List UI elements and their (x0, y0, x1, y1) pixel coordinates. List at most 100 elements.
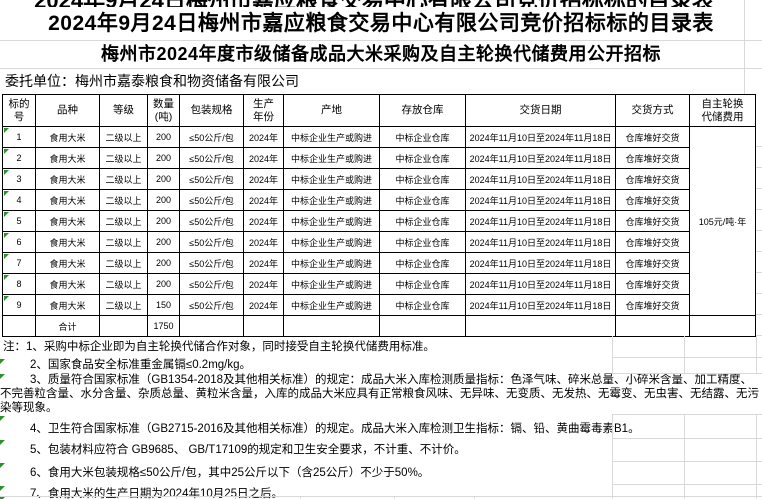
variety-cell[interactable]: 食用大米 (35, 210, 100, 232)
lot-no-cell[interactable]: 3 (2, 168, 36, 190)
variety-cell[interactable]: 食用大米 (35, 147, 100, 169)
empty-cell[interactable] (2, 315, 36, 337)
warehouse-cell[interactable]: 中标企业仓库 (379, 168, 466, 190)
delivery-date-cell[interactable]: 2024年11月10日至2024年11月18日 (465, 210, 616, 232)
packaging-cell[interactable]: ≤50公斤/包 (179, 147, 244, 169)
warehouse-cell[interactable]: 中标企业仓库 (379, 294, 466, 316)
origin-cell[interactable]: 中标企业生产或购进 (283, 252, 380, 274)
empty-cell[interactable] (283, 315, 380, 337)
quantity-cell[interactable]: 200 (147, 231, 180, 253)
packaging-cell[interactable]: ≤50公斤/包 (179, 189, 244, 211)
packaging-cell[interactable]: ≤50公斤/包 (179, 126, 244, 148)
empty-cell[interactable] (99, 315, 148, 337)
year-cell[interactable]: 2024年 (243, 294, 284, 316)
lot-no-cell[interactable]: 5 (2, 210, 36, 232)
delivery-method-cell[interactable]: 仓库堆好交货 (615, 147, 690, 169)
empty-cell[interactable] (465, 315, 616, 337)
warehouse-cell[interactable]: 中标企业仓库 (379, 273, 466, 295)
grade-cell[interactable]: 二级以上 (99, 168, 148, 190)
grade-cell[interactable]: 二级以上 (99, 126, 148, 148)
total-quantity-cell[interactable]: 1750 (147, 315, 180, 337)
quantity-cell[interactable]: 150 (147, 294, 180, 316)
delivery-date-cell[interactable]: 2024年11月10日至2024年11月18日 (465, 294, 616, 316)
origin-cell[interactable]: 中标企业生产或购进 (283, 210, 380, 232)
origin-cell[interactable]: 中标企业生产或购进 (283, 168, 380, 190)
delivery-method-cell[interactable]: 仓库堆好交货 (615, 231, 690, 253)
quantity-cell[interactable]: 200 (147, 273, 180, 295)
variety-cell[interactable]: 食用大米 (35, 294, 100, 316)
origin-cell[interactable]: 中标企业生产或购进 (283, 189, 380, 211)
quantity-cell[interactable]: 200 (147, 168, 180, 190)
origin-cell[interactable]: 中标企业生产或购进 (283, 126, 380, 148)
year-cell[interactable]: 2024年 (243, 168, 284, 190)
grade-cell[interactable]: 二级以上 (99, 231, 148, 253)
empty-cell[interactable] (379, 315, 466, 337)
grade-cell[interactable]: 二级以上 (99, 294, 148, 316)
warehouse-cell[interactable]: 中标企业仓库 (379, 126, 466, 148)
grade-cell[interactable]: 二级以上 (99, 147, 148, 169)
variety-cell[interactable]: 食用大米 (35, 231, 100, 253)
delivery-date-cell[interactable]: 2024年11月10日至2024年11月18日 (465, 168, 616, 190)
quantity-cell[interactable]: 200 (147, 126, 180, 148)
origin-cell[interactable]: 中标企业生产或购进 (283, 231, 380, 253)
delivery-method-cell[interactable]: 仓库堆好交货 (615, 168, 690, 190)
delivery-method-cell[interactable]: 仓库堆好交货 (615, 294, 690, 316)
quantity-cell[interactable]: 200 (147, 252, 180, 274)
lot-no-cell[interactable]: 2 (2, 147, 36, 169)
lot-no-cell[interactable]: 1 (2, 126, 36, 148)
year-cell[interactable]: 2024年 (243, 231, 284, 253)
origin-cell[interactable]: 中标企业生产或购进 (283, 294, 380, 316)
grade-cell[interactable]: 二级以上 (99, 252, 148, 274)
grade-cell[interactable]: 二级以上 (99, 210, 148, 232)
grade-cell[interactable]: 二级以上 (99, 273, 148, 295)
lot-no-cell[interactable]: 7 (2, 252, 36, 274)
year-cell[interactable]: 2024年 (243, 189, 284, 211)
empty-cell[interactable] (689, 315, 756, 337)
delivery-date-cell[interactable]: 2024年11月10日至2024年11月18日 (465, 189, 616, 211)
delivery-method-cell[interactable]: 仓库堆好交货 (615, 126, 690, 148)
delivery-method-cell[interactable]: 仓库堆好交货 (615, 189, 690, 211)
warehouse-cell[interactable]: 中标企业仓库 (379, 252, 466, 274)
warehouse-cell[interactable]: 中标企业仓库 (379, 210, 466, 232)
packaging-cell[interactable]: ≤50公斤/包 (179, 273, 244, 295)
delivery-method-cell[interactable]: 仓库堆好交货 (615, 252, 690, 274)
origin-cell[interactable]: 中标企业生产或购进 (283, 147, 380, 169)
packaging-cell[interactable]: ≤50公斤/包 (179, 294, 244, 316)
delivery-method-cell[interactable]: 仓库堆好交货 (615, 210, 690, 232)
empty-cell[interactable] (615, 315, 690, 337)
packaging-cell[interactable]: ≤50公斤/包 (179, 210, 244, 232)
variety-cell[interactable]: 食用大米 (35, 126, 100, 148)
quantity-cell[interactable]: 200 (147, 189, 180, 211)
year-cell[interactable]: 2024年 (243, 252, 284, 274)
lot-no-cell[interactable]: 8 (2, 273, 36, 295)
delivery-date-cell[interactable]: 2024年11月10日至2024年11月18日 (465, 231, 616, 253)
grade-cell[interactable]: 二级以上 (99, 189, 148, 211)
packaging-cell[interactable]: ≤50公斤/包 (179, 231, 244, 253)
quantity-cell[interactable]: 200 (147, 147, 180, 169)
year-cell[interactable]: 2024年 (243, 210, 284, 232)
delivery-date-cell[interactable]: 2024年11月10日至2024年11月18日 (465, 147, 616, 169)
rotation-fee-cell[interactable]: 105元/吨·年 (689, 126, 756, 316)
variety-cell[interactable]: 食用大米 (35, 189, 100, 211)
year-cell[interactable]: 2024年 (243, 273, 284, 295)
quantity-cell[interactable]: 200 (147, 210, 180, 232)
lot-no-cell[interactable]: 4 (2, 189, 36, 211)
delivery-method-cell[interactable]: 仓库堆好交货 (615, 273, 690, 295)
variety-cell[interactable]: 食用大米 (35, 273, 100, 295)
lot-no-cell[interactable]: 6 (2, 231, 36, 253)
lot-no-cell[interactable]: 9 (2, 294, 36, 316)
origin-cell[interactable]: 中标企业生产或购进 (283, 273, 380, 295)
year-cell[interactable]: 2024年 (243, 147, 284, 169)
variety-cell[interactable]: 食用大米 (35, 168, 100, 190)
total-label-cell[interactable]: 合计 (35, 315, 100, 337)
packaging-cell[interactable]: ≤50公斤/包 (179, 252, 244, 274)
empty-cell[interactable] (243, 315, 284, 337)
variety-cell[interactable]: 食用大米 (35, 252, 100, 274)
warehouse-cell[interactable]: 中标企业仓库 (379, 189, 466, 211)
packaging-cell[interactable]: ≤50公斤/包 (179, 168, 244, 190)
empty-cell[interactable] (179, 315, 244, 337)
year-cell[interactable]: 2024年 (243, 126, 284, 148)
delivery-date-cell[interactable]: 2024年11月10日至2024年11月18日 (465, 273, 616, 295)
warehouse-cell[interactable]: 中标企业仓库 (379, 231, 466, 253)
warehouse-cell[interactable]: 中标企业仓库 (379, 147, 466, 169)
